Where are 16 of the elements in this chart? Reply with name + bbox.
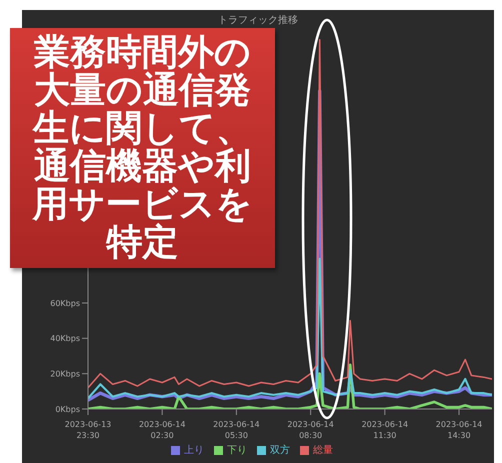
legend-label: 上り <box>184 445 204 456</box>
x-tick-label: 2023-06-14 05:30 <box>213 420 260 440</box>
x-tick-label: 2023-06-14 11:30 <box>362 420 408 440</box>
x-tick-label: 2023-06-14 02:30 <box>138 420 186 440</box>
y-tick-label: 20Kbps <box>50 370 80 379</box>
y-tick-label: 40Kbps <box>50 334 80 344</box>
x-tick-label: 2023-06-13 23:30 <box>64 420 112 440</box>
legend-label: 下り <box>227 445 247 456</box>
y-tick-label: 60Kbps <box>50 298 80 308</box>
y-tick-label: 0Kbps <box>55 404 80 414</box>
annotation: 業務時間外の大量の通信発生に関して、通信機器や利用サービスを特定 <box>10 28 275 268</box>
legend-label: 総量 <box>313 445 333 456</box>
x-tick-label: 2023-06-14 08:30 <box>287 420 334 440</box>
legend-label: 双方 <box>270 445 290 456</box>
chart-title: トラフィック推移 <box>218 14 298 27</box>
x-tick-label: 2023-06-14 14:30 <box>436 420 482 440</box>
